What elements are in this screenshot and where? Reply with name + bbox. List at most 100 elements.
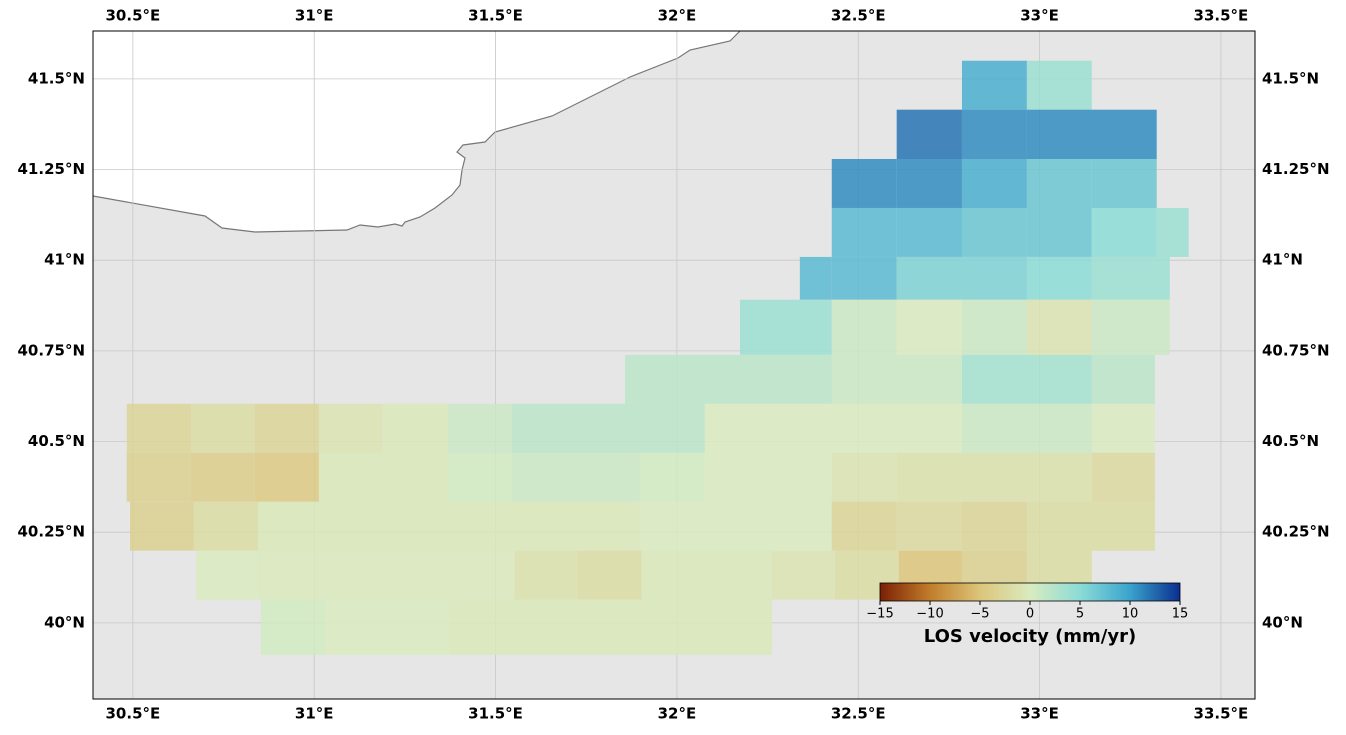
velocity-tile [896, 159, 962, 208]
velocity-tile [639, 452, 705, 502]
velocity-tile [799, 256, 832, 300]
colorbar [879, 582, 1181, 602]
coastline [93, 31, 741, 233]
velocity-tile [961, 256, 1027, 300]
velocity-tile [1026, 299, 1092, 355]
x-tick-label: 31°E [295, 705, 334, 723]
velocity-tile [961, 354, 1092, 404]
x-tick-label: 33°E [1020, 705, 1059, 723]
x-tick-label: 32.5°E [831, 705, 886, 723]
velocity-tile [831, 207, 897, 257]
y-tick-label: 40.5°N [1262, 432, 1319, 450]
velocity-tile [449, 599, 772, 655]
colorbar-tick-label: −5 [970, 607, 989, 622]
velocity-tile [254, 403, 319, 453]
velocity-tile [831, 354, 962, 404]
velocity-tile [961, 403, 1092, 453]
velocity-tile [1091, 159, 1157, 208]
velocity-tile [1091, 452, 1155, 502]
velocity-tile [961, 299, 1027, 355]
frame [92, 30, 1256, 700]
velocity-tile [1026, 159, 1092, 208]
velocity-tile [318, 403, 383, 453]
velocity-tile [771, 550, 836, 600]
velocity-tile [382, 403, 448, 453]
velocity-tile [1026, 109, 1157, 160]
velocity-tile [625, 354, 832, 404]
y-tick-label: 41°N [44, 251, 85, 269]
x-tick-label: 30.5°E [106, 705, 161, 723]
y-tick-label: 40.75°N [1262, 341, 1330, 359]
velocity-tile [190, 452, 255, 502]
velocity-tile [447, 403, 512, 453]
colorbar-tick-label: 5 [1076, 607, 1084, 622]
velocity-tile [258, 501, 640, 551]
velocity-tile [514, 550, 578, 600]
velocity-tile [126, 452, 191, 502]
x-tick-label: 31°E [295, 7, 334, 25]
velocity-tile [704, 403, 832, 453]
velocity-tile [1026, 60, 1092, 110]
colorbar-tick-label: −15 [866, 607, 893, 622]
velocity-tile [447, 452, 512, 502]
x-tick-label: 31.5°E [468, 7, 523, 25]
velocity-tile [254, 452, 319, 502]
velocity-tile [190, 403, 255, 453]
y-tick-label: 41.25°N [1262, 160, 1330, 178]
velocity-tile [258, 550, 515, 600]
x-tick-label: 32.5°E [831, 7, 886, 25]
velocity-tile [195, 550, 259, 600]
velocity-tile [1091, 256, 1170, 300]
velocity-tile [896, 207, 962, 257]
colorbar-tick-label: 0 [1026, 607, 1034, 622]
velocity-tile [704, 452, 832, 502]
y-tick-label: 40.5°N [28, 432, 85, 450]
velocity-tile [1091, 354, 1155, 404]
x-tick-label: 31.5°E [468, 705, 523, 723]
velocity-tile [961, 60, 1027, 110]
x-tick-label: 32°E [658, 7, 697, 25]
velocity-tile [831, 403, 962, 453]
colorbar-tick-label: 10 [1122, 607, 1139, 622]
sea [93, 31, 740, 232]
x-tick-label: 33.5°E [1194, 7, 1249, 25]
velocity-tile [896, 256, 962, 300]
velocity-tile [318, 452, 448, 502]
y-tick-label: 41.5°N [1262, 69, 1319, 87]
velocity-tile [740, 299, 832, 355]
x-tick-label: 33.5°E [1194, 705, 1249, 723]
velocity-tile [961, 159, 1027, 208]
y-tick-label: 40.25°N [1262, 523, 1330, 541]
velocity-tile [896, 109, 962, 160]
velocity-tile [1026, 256, 1092, 300]
y-tick-label: 40°N [44, 613, 85, 631]
velocity-tile [1026, 207, 1092, 257]
colorbar-tick-label: −10 [916, 607, 943, 622]
velocity-tile [1156, 207, 1189, 257]
velocity-tile [896, 299, 962, 355]
velocity-tile [1026, 452, 1092, 502]
velocity-tile [193, 501, 259, 551]
velocity-tile [129, 501, 194, 551]
velocity-tile [961, 109, 1027, 160]
velocity-tile [831, 501, 897, 551]
velocity-tile [831, 256, 897, 300]
velocity-tile [961, 207, 1027, 257]
velocity-tile [896, 452, 1027, 502]
velocity-tile [639, 501, 832, 551]
x-tick-label: 32°E [658, 705, 697, 723]
velocity-tile [831, 159, 897, 208]
velocity-tile [1091, 299, 1170, 355]
velocity-tile [641, 550, 772, 600]
colorbar-tick-label: 15 [1172, 607, 1189, 622]
x-tick-label: 30.5°E [106, 7, 161, 25]
velocity-tile [831, 452, 897, 502]
velocity-tile [324, 599, 450, 655]
velocity-tile [511, 403, 705, 453]
velocity-tile [831, 299, 897, 355]
velocity-tile [961, 501, 1027, 551]
velocity-tile [511, 452, 640, 502]
y-tick-label: 41.25°N [18, 160, 86, 178]
velocity-tile [577, 550, 642, 600]
